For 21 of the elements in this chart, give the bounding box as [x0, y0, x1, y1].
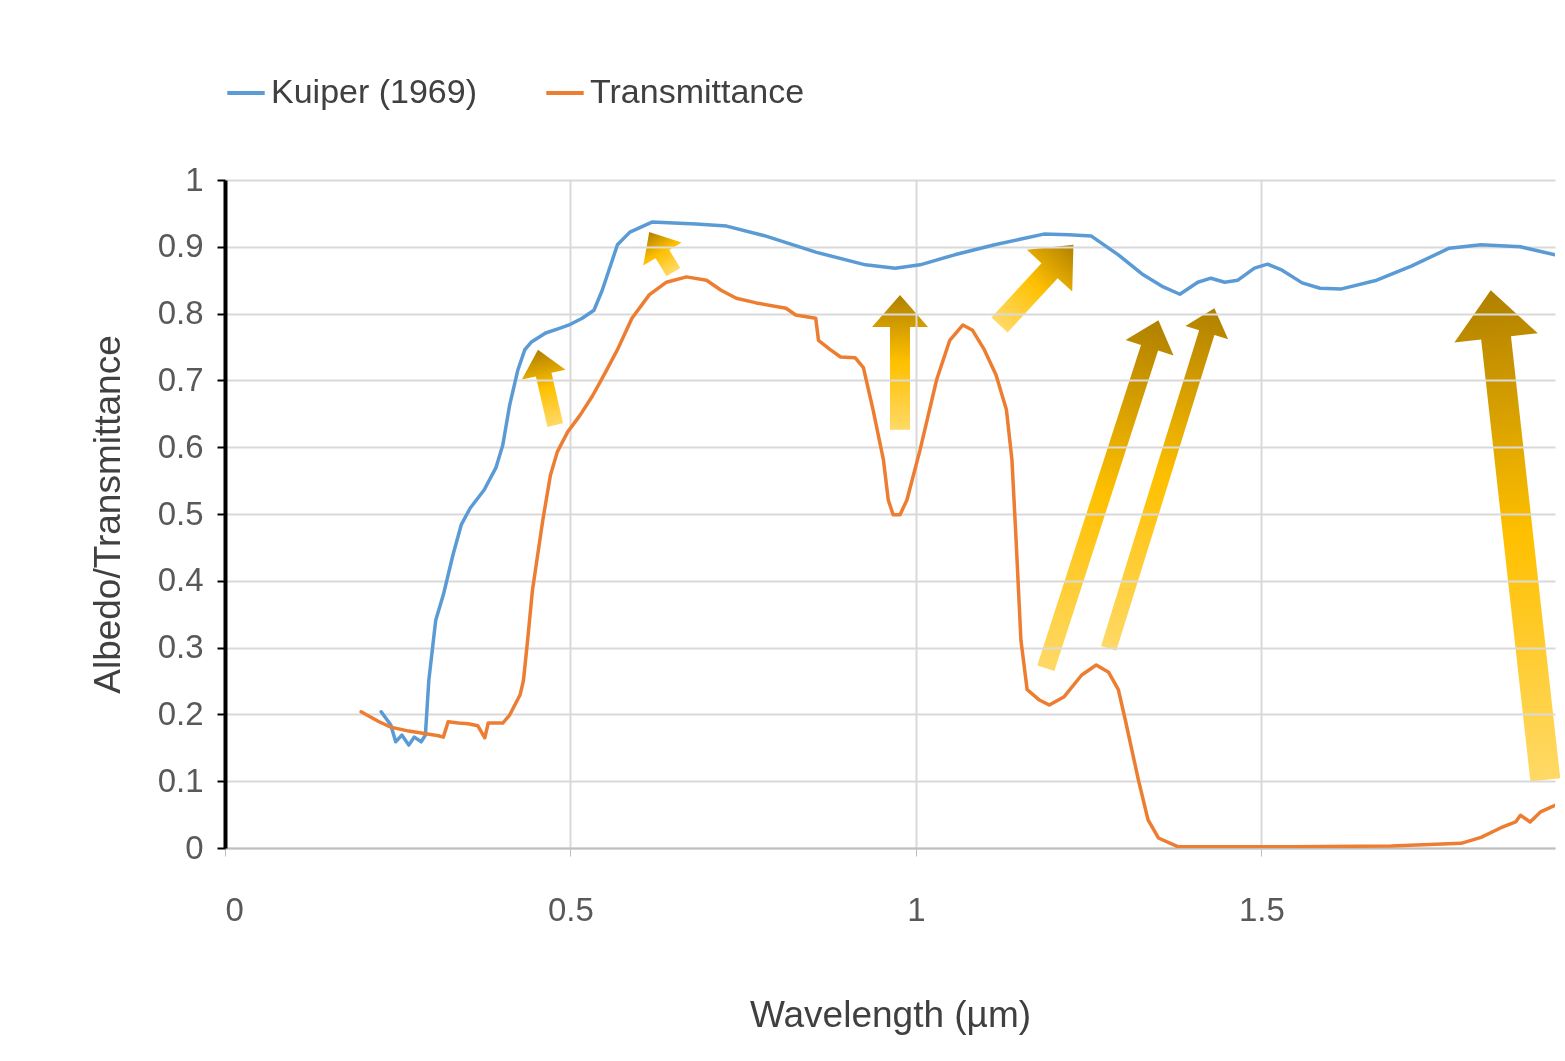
line-series: [359, 275, 1555, 848]
y-tick-label: 0.7: [157, 360, 204, 398]
y-tick-label: 0.5: [157, 494, 204, 532]
x-tick-label: 0.5: [548, 890, 594, 928]
y-tick-label: 1: [185, 160, 204, 198]
y-tick-label: 0.3: [157, 628, 204, 666]
legend-label: Transmittance: [590, 72, 805, 110]
x-tick-label: 1.5: [1238, 890, 1285, 928]
line-series: [379, 220, 1555, 747]
x-tick-label: 0: [225, 890, 244, 928]
x-axis-title: Wavelength (µm): [749, 993, 1032, 1035]
y-tick-label: 0.6: [157, 427, 204, 465]
y-tick-label: 0.8: [157, 294, 204, 332]
y-tick-label: 0: [185, 828, 204, 866]
legend-label: Kuiper (1969): [271, 72, 478, 110]
y-tick-label: 0.9: [157, 227, 204, 265]
y-tick-label: 0.1: [157, 761, 204, 799]
y-tick-label: 0.2: [157, 694, 204, 732]
y-axis-title: Albedo/Transmittance: [86, 335, 128, 694]
y-tick-label: 0.4: [157, 561, 204, 599]
x-tick-label: 1: [907, 890, 926, 928]
